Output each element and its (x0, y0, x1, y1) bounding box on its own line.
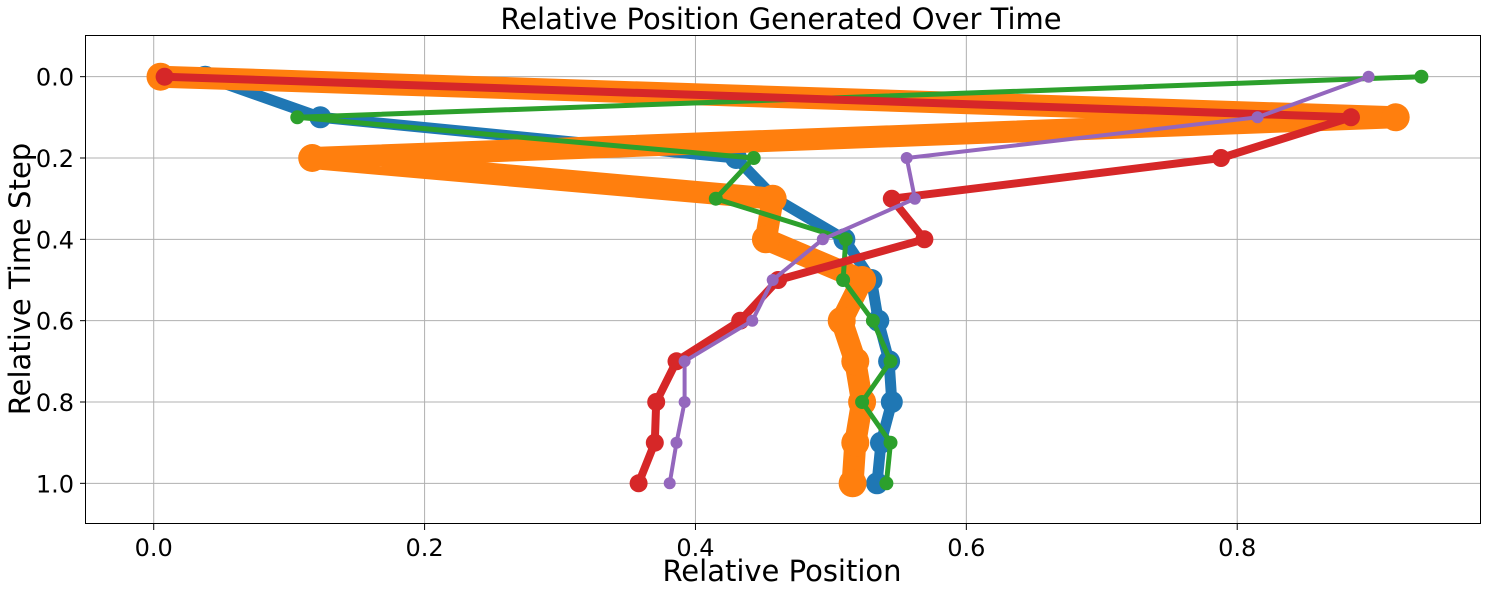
data-point (827, 306, 856, 335)
data-point (841, 428, 870, 457)
x-tick-label: 0.2 (406, 534, 444, 562)
data-point (848, 266, 877, 294)
data-point (670, 436, 683, 449)
y-tick-label: 0.4 (36, 226, 74, 254)
data-point (155, 67, 174, 86)
data-point (708, 191, 723, 206)
data-point (678, 355, 691, 368)
y-tick-label: 0.0 (36, 64, 74, 92)
data-point (816, 233, 829, 246)
data-point (1251, 111, 1264, 124)
series-5 (663, 70, 1375, 490)
chart-title: Relative Position Generated Over Time (500, 2, 1061, 36)
data-point (645, 433, 664, 452)
data-point (746, 314, 759, 327)
plot-frame (85, 35, 1481, 524)
data-point (1342, 108, 1360, 127)
y-tick-label: 0.2 (36, 145, 74, 173)
data-point (900, 152, 913, 164)
x-axis-label: Relative Position (662, 554, 901, 588)
ticks: 0.0 0.2 0.4 0.6 0.8 0.0 0.2 0.4 0.6 0.8 1.0 (36, 64, 1256, 562)
data-point (908, 192, 921, 205)
series-layer (146, 62, 1429, 498)
data-point (290, 110, 305, 125)
data-point (298, 144, 327, 172)
data-point (915, 230, 934, 249)
data-point (678, 396, 691, 408)
x-tick-label: 0.6 (947, 534, 985, 562)
data-point (883, 435, 898, 450)
data-point (865, 313, 880, 328)
data-point (836, 273, 851, 287)
data-point (838, 469, 867, 498)
data-point (1212, 149, 1230, 167)
y-tick-label: 0.8 (36, 389, 74, 417)
y-axis-label: Relative Time Step (3, 143, 37, 415)
data-point (751, 225, 780, 254)
data-point (663, 477, 676, 490)
series-3 (290, 69, 1429, 491)
data-point (1414, 69, 1429, 84)
data-point (766, 274, 779, 286)
data-point (880, 391, 903, 413)
data-point (758, 184, 787, 213)
data-point (838, 232, 853, 247)
data-point (647, 393, 666, 411)
x-tick-label: 0.0 (135, 534, 173, 562)
data-point (1362, 70, 1375, 83)
data-point (882, 189, 901, 208)
data-point (1381, 103, 1410, 132)
y-tick-label: 1.0 (36, 470, 74, 498)
data-point (629, 474, 648, 493)
data-point (883, 354, 898, 369)
data-point (855, 395, 870, 409)
data-point (879, 476, 894, 491)
x-tick-label: 0.8 (1218, 534, 1256, 562)
y-tick-label: 0.6 (36, 308, 74, 336)
x-tick-label: 0.4 (676, 534, 714, 562)
data-point (746, 151, 761, 165)
data-point (841, 347, 870, 376)
